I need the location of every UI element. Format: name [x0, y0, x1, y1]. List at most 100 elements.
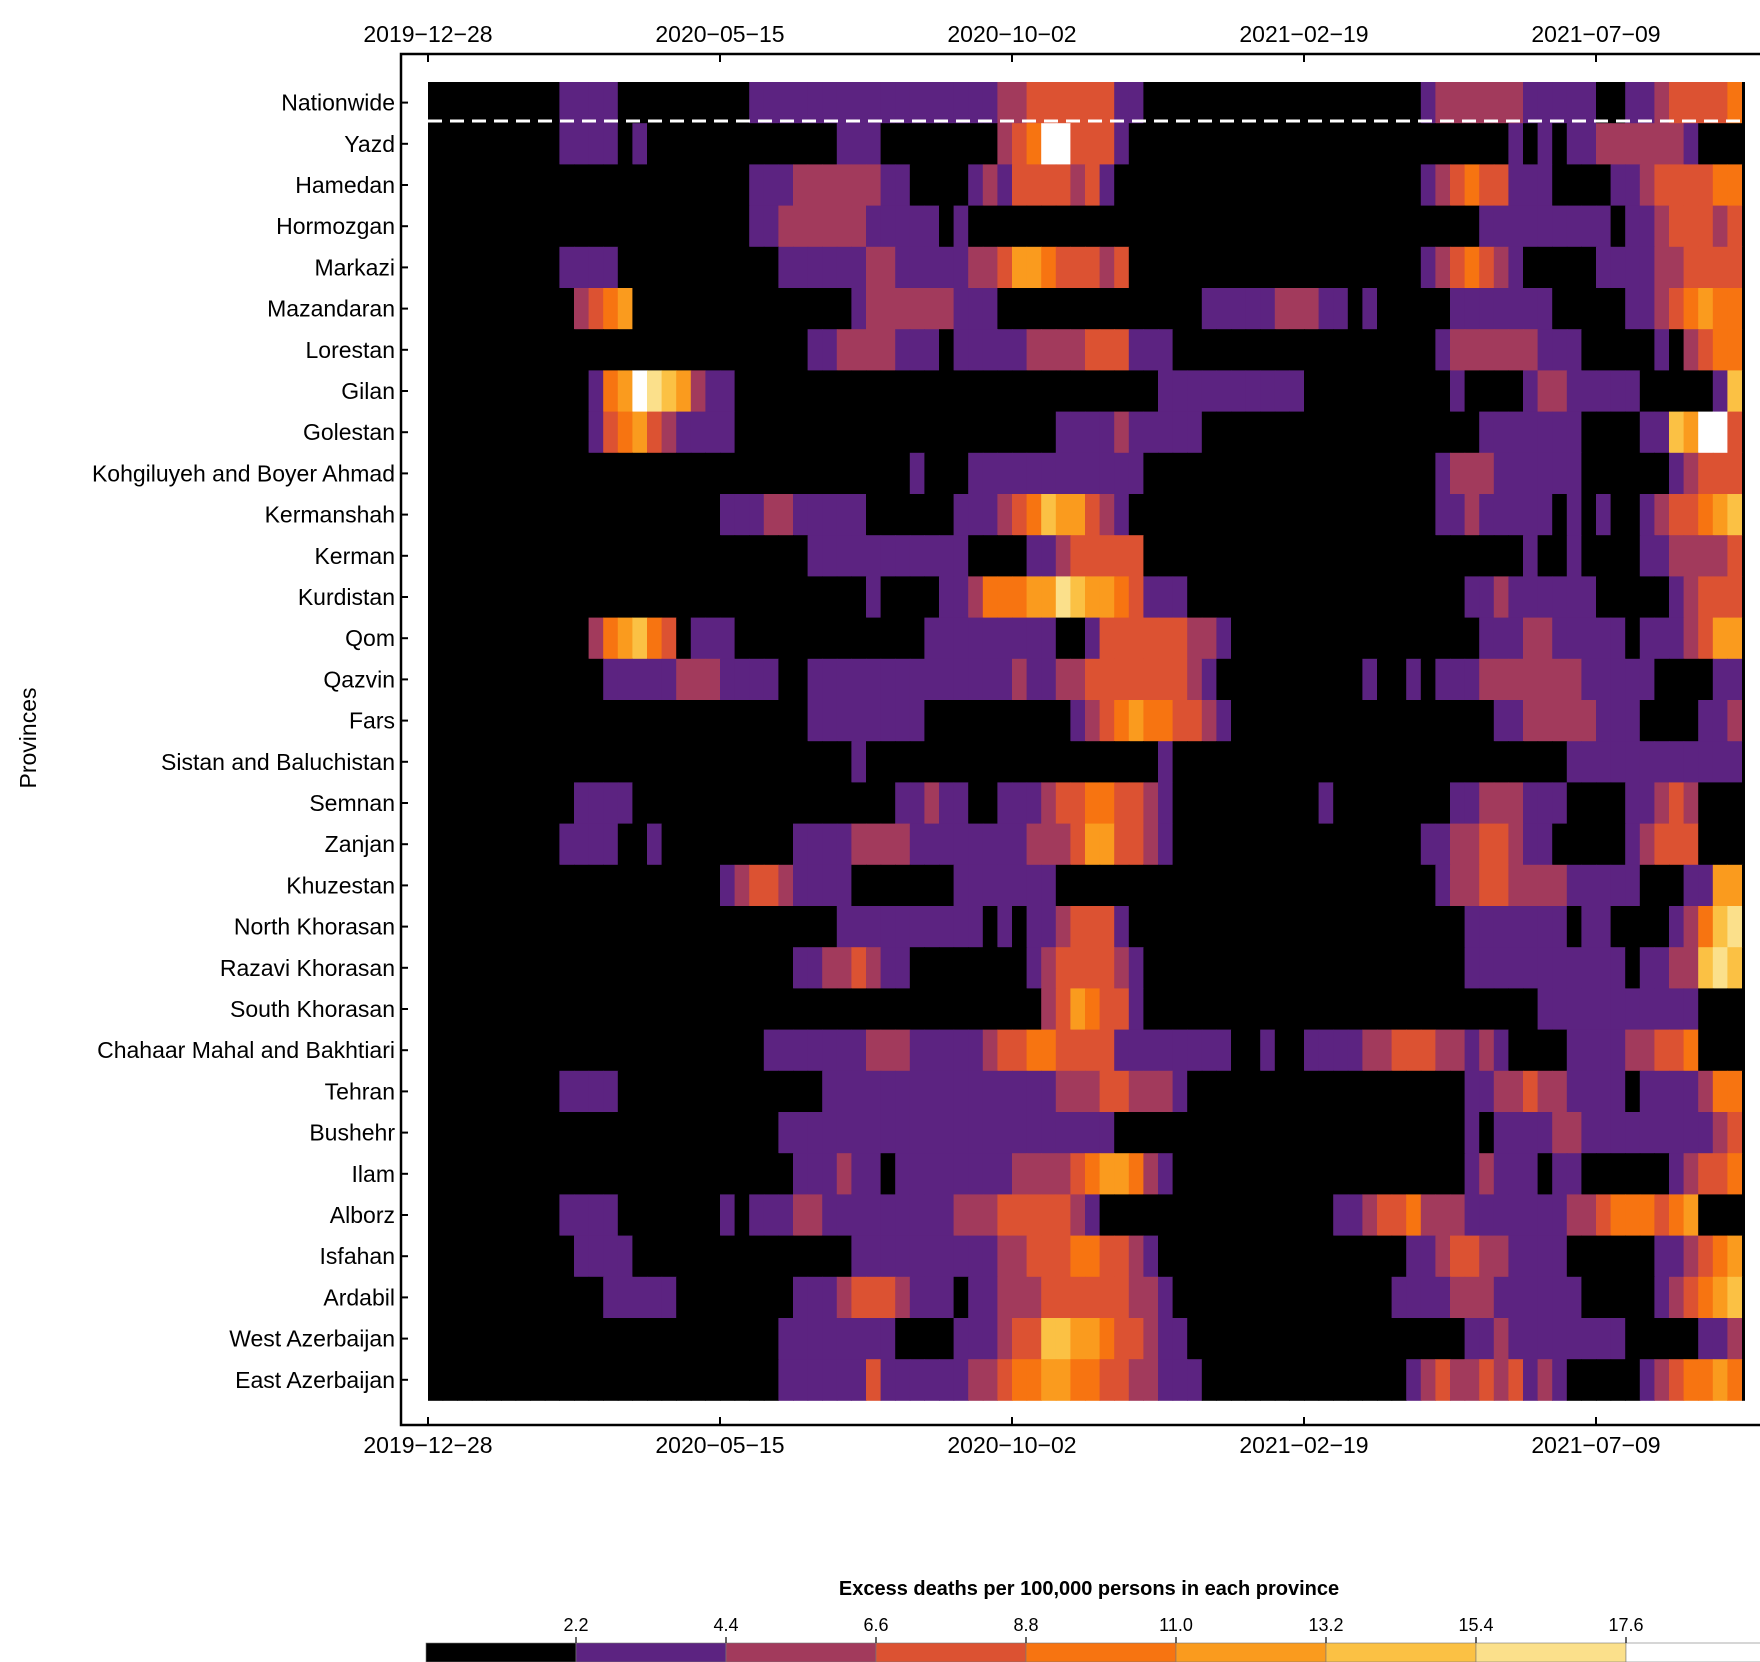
heatmap-cell [778, 288, 794, 330]
heatmap-cell [909, 1112, 925, 1154]
heatmap-cell [1727, 452, 1743, 495]
heatmap-cell [1610, 329, 1626, 371]
heatmap-cell [1128, 1235, 1144, 1278]
heatmap-cell [793, 288, 809, 330]
heatmap-cell [661, 1359, 677, 1401]
heatmap-cell [1552, 1070, 1568, 1113]
heatmap-cell [1304, 741, 1320, 783]
heatmap-cell [1479, 82, 1495, 124]
heatmap-cell [1158, 823, 1174, 866]
heatmap-cell [997, 123, 1013, 165]
heatmap-cell [880, 1153, 896, 1195]
heatmap-cell [1289, 370, 1305, 412]
heatmap-cell [1566, 1359, 1582, 1401]
heatmap-cell [442, 658, 458, 701]
heatmap-cell [1114, 1029, 1130, 1072]
heatmap-cell [1085, 617, 1101, 660]
heatmap-cell [1318, 658, 1334, 701]
y-tick-label: Ardabil [323, 1284, 395, 1310]
heatmap-cell [1041, 782, 1057, 824]
heatmap-cell [1143, 123, 1159, 165]
heatmap-cell [1566, 1235, 1582, 1278]
heatmap-cell [851, 246, 867, 289]
heatmap-cell [1070, 1276, 1086, 1319]
heatmap-cell [1304, 988, 1320, 1030]
heatmap-cell [471, 1194, 487, 1236]
heatmap-cell [1333, 329, 1349, 371]
heatmap-cell [690, 82, 706, 124]
heatmap-cell [588, 205, 604, 248]
heatmap-cell [1172, 411, 1188, 454]
heatmap-cell [939, 82, 955, 124]
heatmap-cell [1114, 576, 1130, 618]
heatmap-cell [953, 164, 969, 206]
heatmap-cell [1742, 1359, 1745, 1401]
heatmap-cell [515, 1153, 531, 1195]
heatmap-cell [471, 700, 487, 742]
heatmap-cell [1596, 947, 1612, 989]
heatmap-cell [749, 535, 765, 577]
heatmap-cell [1026, 205, 1042, 248]
heatmap-cell [1187, 823, 1203, 866]
heatmap-cell [1347, 82, 1363, 124]
heatmap-cell [895, 1153, 911, 1195]
heatmap-cell [1683, 700, 1699, 742]
heatmap-cell [866, 205, 882, 248]
heatmap-cell [647, 1359, 663, 1401]
heatmap-cell [1231, 617, 1247, 660]
heatmap-cell [690, 576, 706, 618]
heatmap-cell [676, 288, 692, 330]
heatmap-cell [1581, 741, 1597, 783]
heatmap-cell [982, 1276, 998, 1319]
heatmap-cell [1347, 246, 1363, 289]
heatmap-cell [880, 823, 896, 866]
heatmap-cell [1683, 658, 1699, 701]
heatmap-cell [1698, 617, 1714, 660]
heatmap-cell [661, 411, 677, 454]
heatmap-cell [1639, 1112, 1655, 1154]
heatmap-cell [822, 1070, 838, 1113]
heatmap-cell [1742, 246, 1745, 289]
heatmap-cell [1566, 1112, 1582, 1154]
heatmap-cell [1318, 452, 1334, 495]
heatmap-cell [924, 535, 940, 577]
heatmap-cell [1012, 1276, 1028, 1319]
heatmap-cell [1683, 1194, 1699, 1236]
heatmap-cell [1289, 823, 1305, 866]
heatmap-cell [1712, 370, 1728, 412]
heatmap-cell [1523, 123, 1539, 165]
heatmap-cell [1523, 1112, 1539, 1154]
heatmap-cell [1026, 82, 1042, 124]
heatmap-cell [778, 617, 794, 660]
heatmap-cell [530, 288, 546, 330]
heatmap-cell [968, 1194, 984, 1236]
heatmap-cell [428, 82, 444, 124]
heatmap-cell [1260, 1070, 1276, 1113]
heatmap-cell [1450, 782, 1466, 824]
heatmap-cell [647, 988, 663, 1030]
heatmap-cell [1158, 246, 1174, 289]
heatmap-cell [442, 906, 458, 948]
heatmap-cell [1683, 741, 1699, 783]
heatmap-cell [822, 494, 838, 536]
heatmap-cell [1260, 123, 1276, 165]
heatmap-cell [428, 288, 444, 330]
heatmap-cell [1493, 82, 1509, 124]
heatmap-cell [647, 823, 663, 866]
heatmap-cell [939, 906, 955, 948]
heatmap-cell [603, 906, 619, 948]
heatmap-cell [997, 576, 1013, 618]
heatmap-cell [1698, 82, 1714, 124]
heatmap-cell [1362, 700, 1378, 742]
heatmap-cell [1377, 123, 1393, 165]
heatmap-cell [734, 864, 750, 907]
heatmap-cell [457, 782, 473, 824]
heatmap-cell [851, 370, 867, 412]
heatmap-cell [1581, 329, 1597, 371]
heatmap-cell [676, 123, 692, 165]
heatmap-cell [924, 988, 940, 1030]
heatmap-cell [1260, 988, 1276, 1030]
heatmap-cell [793, 1318, 809, 1360]
heatmap-cell [734, 1070, 750, 1113]
heatmap-cell [1654, 782, 1670, 824]
